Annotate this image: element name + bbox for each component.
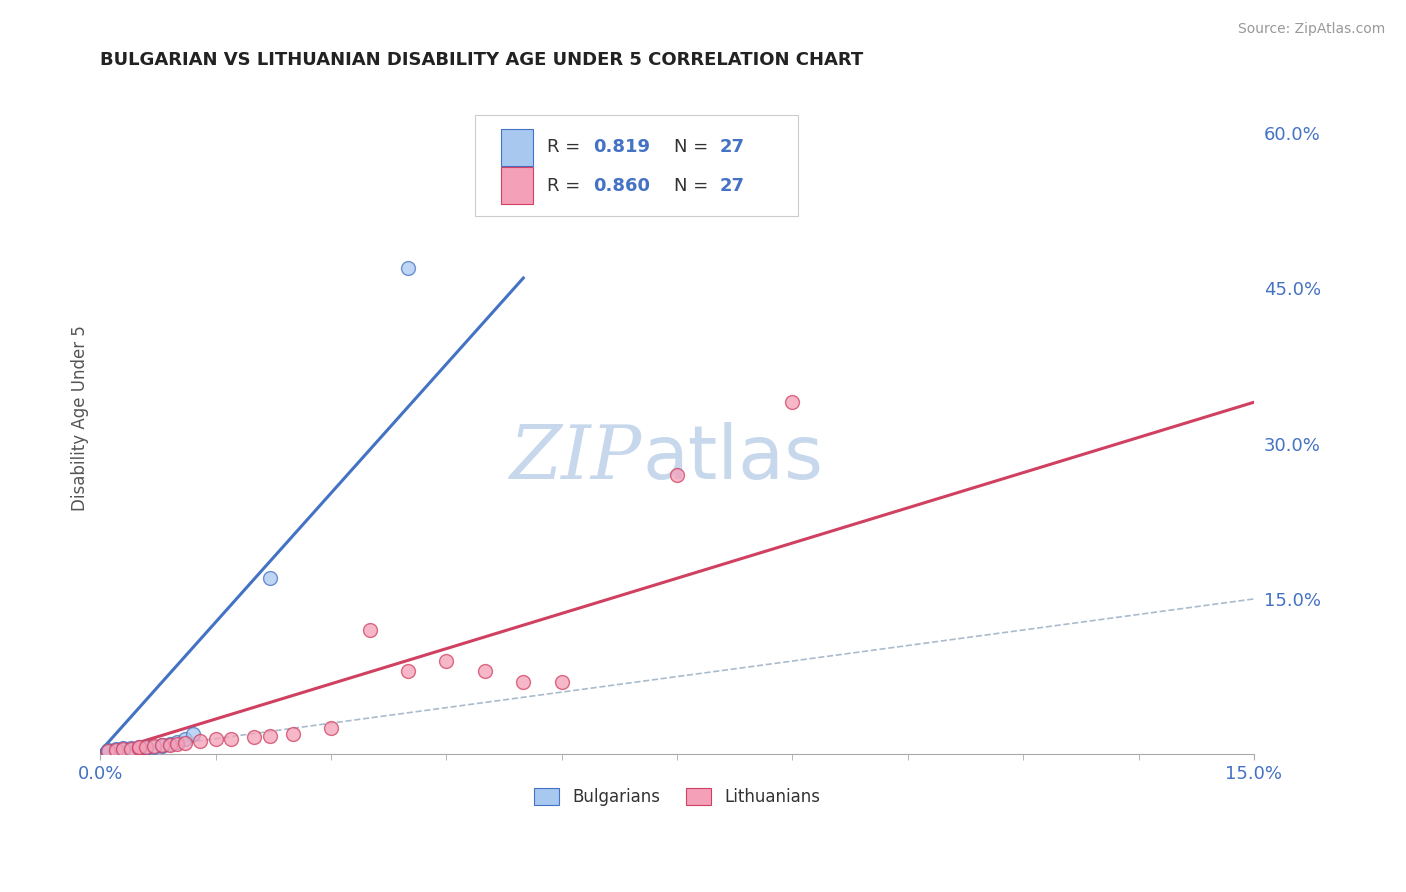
Point [396,665,419,679]
Point [474,665,496,679]
Point [120,742,142,756]
Point [97,743,120,757]
Point [150,738,173,752]
Point [319,722,342,736]
Point [359,623,381,637]
Point [135,739,157,754]
Point [143,739,166,754]
Point [120,743,142,757]
Point [135,739,157,754]
Text: N =: N = [673,177,714,194]
Point [150,739,173,753]
Text: ZIP: ZIP [510,422,643,494]
Point [512,674,534,689]
Point [112,743,135,757]
Point [396,260,419,275]
Point [159,738,181,752]
Bar [501,128,533,166]
Legend: Bulgarians, Lithuanians: Bulgarians, Lithuanians [527,781,827,814]
Text: atlas: atlas [643,422,824,495]
Point [181,726,204,740]
Point [204,731,226,746]
Point [150,738,173,752]
Point [97,744,120,758]
Text: 27: 27 [720,177,745,194]
Point [112,741,135,756]
Point [551,674,574,689]
Text: R =: R = [547,177,586,194]
Point [188,733,211,747]
Point [174,736,197,750]
Point [159,737,181,751]
Point [104,743,127,757]
Text: R =: R = [547,138,586,156]
Y-axis label: Disability Age Under 5: Disability Age Under 5 [72,325,89,511]
Text: 27: 27 [720,138,745,156]
Text: N =: N = [673,138,714,156]
Point [128,741,150,756]
Point [128,739,150,754]
Point [128,739,150,754]
Point [259,571,281,585]
Point [104,744,127,758]
Bar [501,167,533,204]
Point [259,729,281,743]
Point [128,741,150,756]
Point [112,742,135,756]
Point [97,744,120,758]
Point [782,395,804,409]
Point [166,737,188,751]
FancyBboxPatch shape [475,115,799,216]
Text: Source: ZipAtlas.com: Source: ZipAtlas.com [1237,22,1385,37]
Point [281,726,304,740]
Point [112,744,135,758]
Point [243,730,266,744]
Point [143,739,166,753]
Text: BULGARIAN VS LITHUANIAN DISABILITY AGE UNDER 5 CORRELATION CHART: BULGARIAN VS LITHUANIAN DISABILITY AGE U… [100,51,863,69]
Point [666,467,689,482]
Point [104,743,127,757]
Text: 0.819: 0.819 [593,138,650,156]
Point [219,731,242,746]
Point [97,745,120,759]
Point [104,742,127,756]
Text: 0.860: 0.860 [593,177,650,194]
Point [135,741,157,756]
Point [120,741,142,756]
Point [120,742,142,756]
Point [128,742,150,756]
Point [166,735,188,749]
Point [434,654,457,668]
Point [112,742,135,756]
Point [174,731,197,746]
